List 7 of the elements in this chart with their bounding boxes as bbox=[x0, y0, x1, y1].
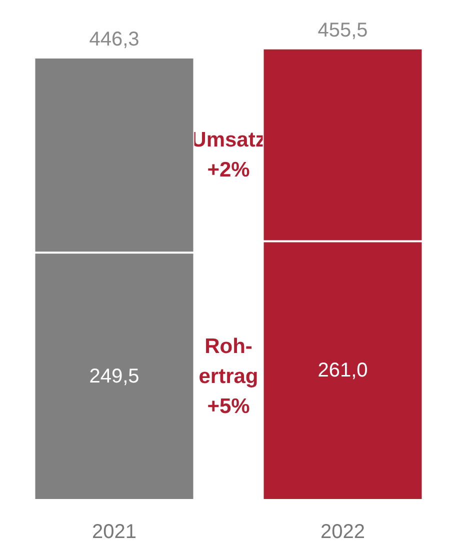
data-label: 249,5 bbox=[89, 365, 140, 388]
x-tick-label: 2021 bbox=[92, 521, 136, 543]
total-label: 455,5 bbox=[318, 19, 368, 42]
total-label: 446,3 bbox=[89, 28, 140, 51]
x-tick-label: 2022 bbox=[320, 521, 365, 543]
data-label: 261,0 bbox=[318, 360, 368, 382]
annotation: Roh- ertrag +5% bbox=[198, 334, 258, 418]
